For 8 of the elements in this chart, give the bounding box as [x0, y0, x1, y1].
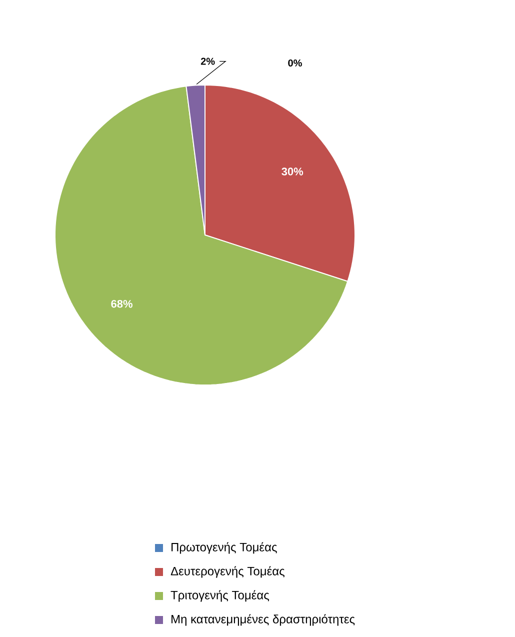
legend-label: Δευτερογενής Τομέας [170, 566, 284, 578]
text: 0% [288, 59, 302, 67]
data-label: 30% [282, 168, 304, 176]
data-label: 68% [111, 300, 132, 308]
data-label: 2% [200, 58, 215, 65]
legend-label: Πρωτογενής Τομέας [172, 542, 277, 554]
legend-label: Τριτογενής Τομέας [170, 590, 270, 602]
legend-label: Μη κατανεμημένες δραστηριότητες [172, 614, 355, 626]
